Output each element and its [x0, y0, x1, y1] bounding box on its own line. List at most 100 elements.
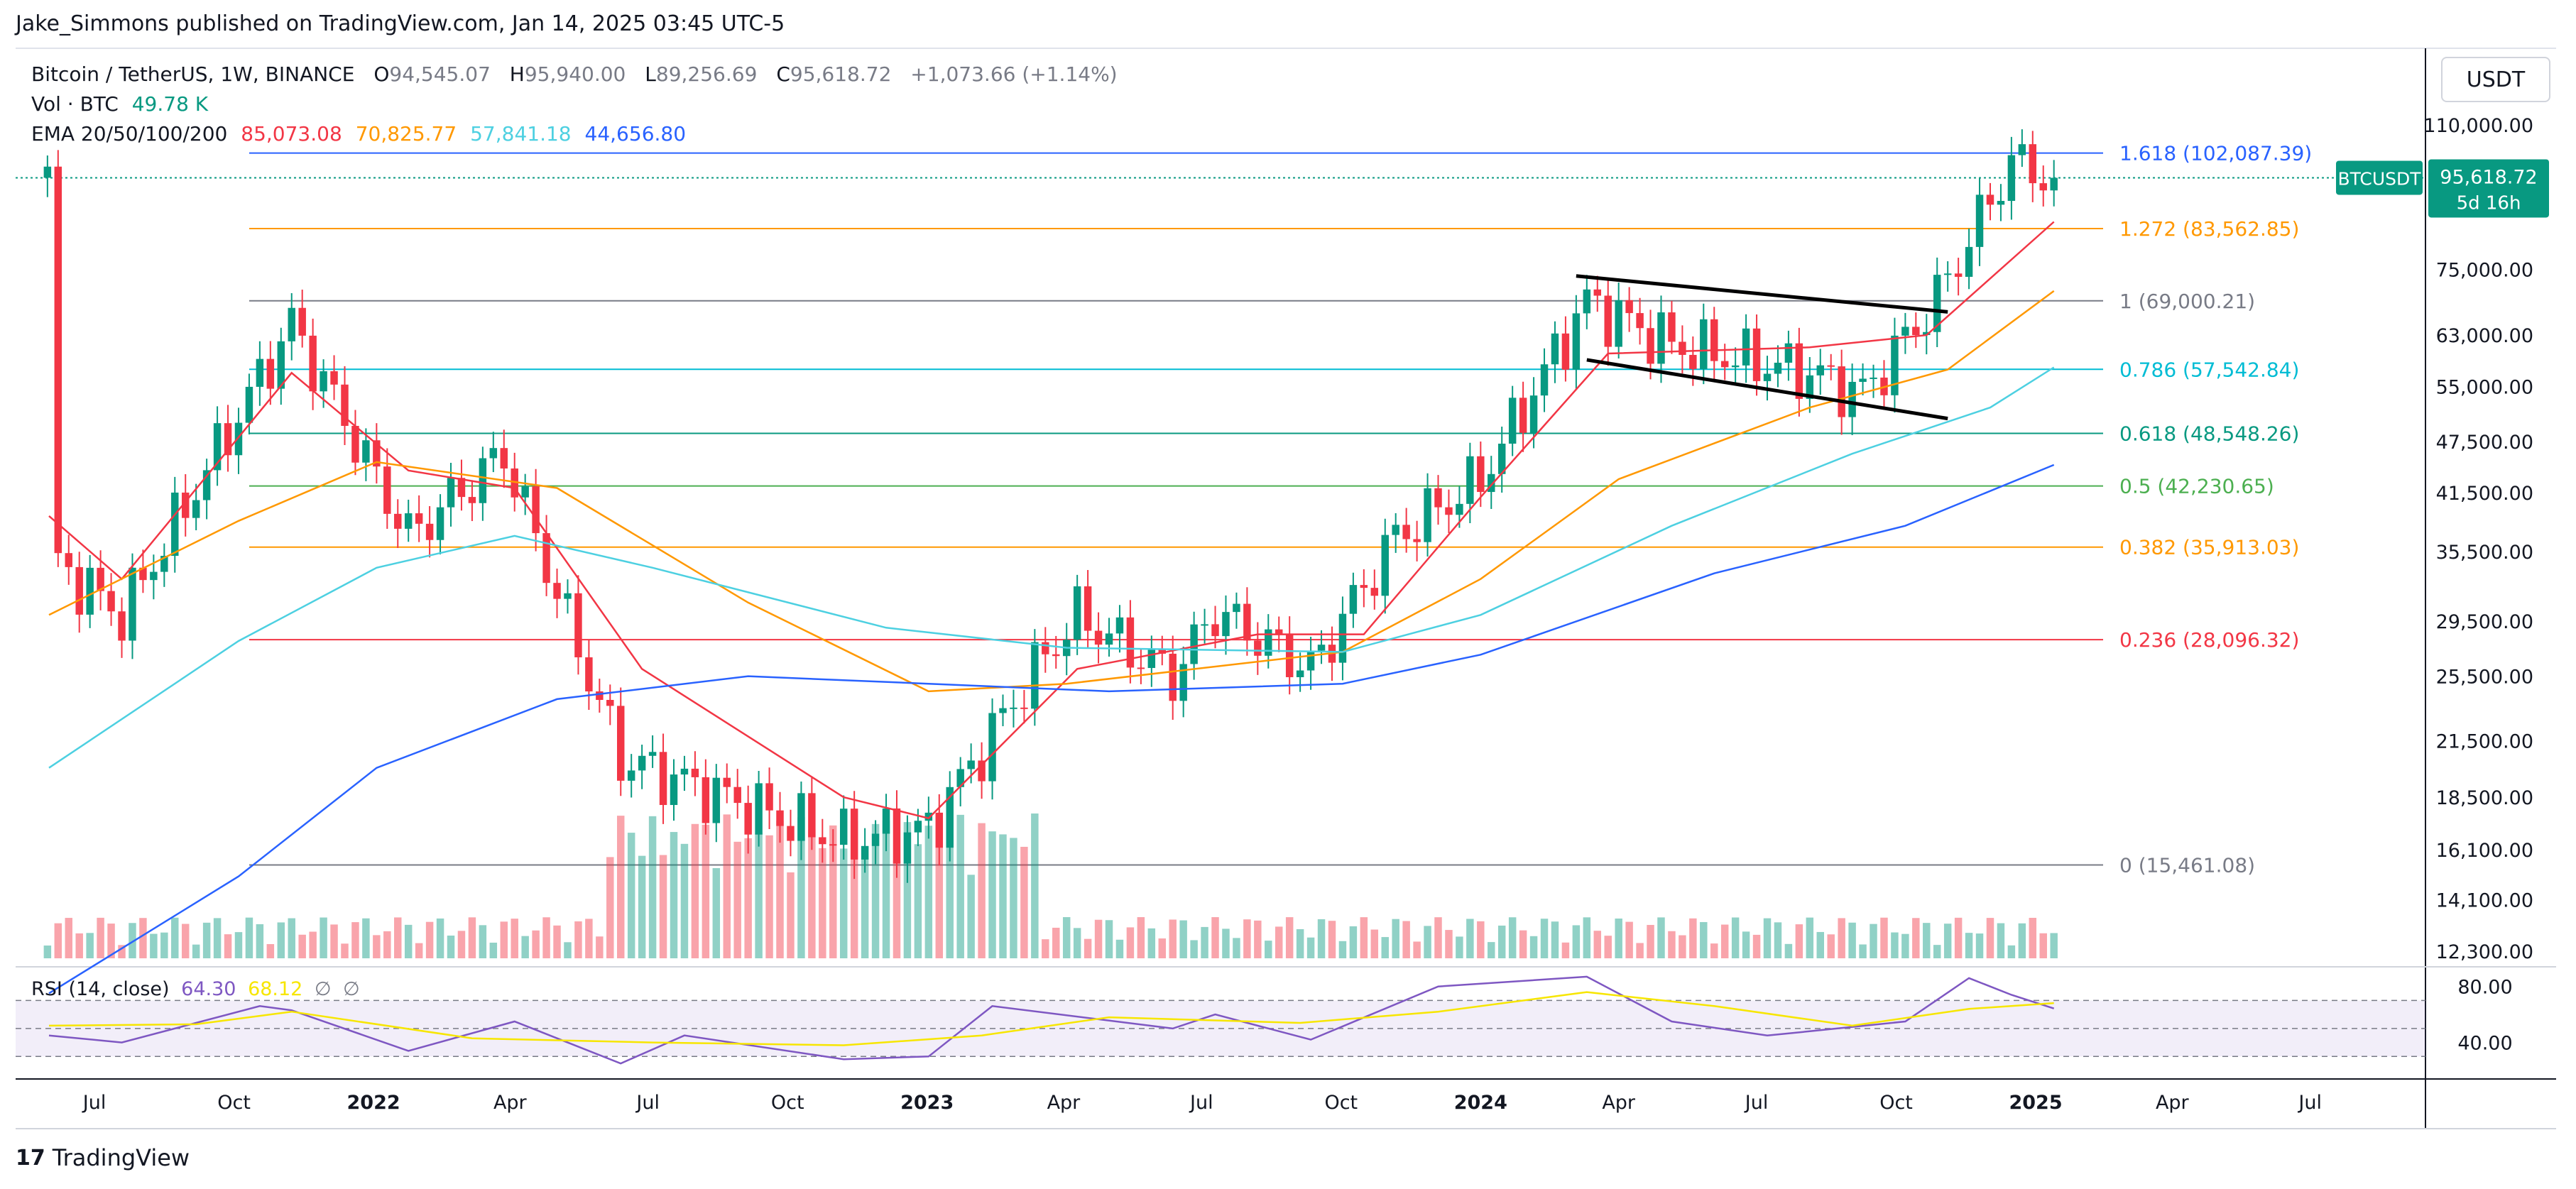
volume-bar: [1424, 926, 1431, 958]
legend-symbol-row: Bitcoin / TetherUS, 1W, BINANCE O94,545.…: [31, 60, 1118, 89]
candle-body: [192, 500, 200, 518]
volume-bar: [1126, 927, 1135, 958]
ema-label[interactable]: EMA 20/50/100/200: [31, 122, 228, 146]
candle-body: [1997, 201, 2005, 205]
symbol-tag-bg: [2336, 160, 2423, 195]
candle-body: [893, 808, 901, 864]
candle-body: [1126, 617, 1135, 668]
candle-body: [1179, 664, 1187, 701]
candle-body: [1497, 444, 1506, 474]
volume-bar: [659, 855, 667, 958]
volume-bar: [1392, 919, 1399, 958]
volume-bar: [1625, 921, 1633, 958]
ema100-value: 57,841.18: [470, 122, 572, 146]
volume-bar: [1604, 936, 1612, 958]
gridlines: [16, 48, 2556, 1129]
candle-body: [946, 787, 954, 848]
x-tick-label: Jul: [82, 1092, 107, 1114]
candle-body: [1265, 629, 1272, 656]
candle-body: [415, 513, 423, 524]
volume-bar: [776, 821, 784, 958]
volume-bar: [373, 935, 381, 958]
candle-body: [1010, 707, 1017, 709]
x-tick-label: 2025: [2009, 1092, 2062, 1114]
candle-body: [1360, 585, 1368, 588]
candle-body: [808, 793, 816, 838]
rsi-label[interactable]: RSI (14, close): [31, 978, 170, 1000]
candle-body: [1296, 670, 1304, 677]
candle-body: [574, 593, 582, 658]
volume-bar: [532, 930, 540, 958]
candle-body: [861, 845, 869, 860]
volume-bar: [309, 931, 317, 958]
volume-bar: [564, 942, 572, 958]
brand-name: TradingView: [52, 1144, 190, 1171]
symbol-label[interactable]: Bitcoin / TetherUS, 1W, BINANCE: [31, 62, 355, 86]
candle-body: [256, 358, 264, 387]
volume-bar: [277, 922, 285, 958]
volume-bar: [425, 921, 434, 958]
candle-body: [850, 809, 858, 860]
volume-bar: [702, 824, 710, 958]
candle-body: [1593, 289, 1602, 296]
candle-body: [1147, 650, 1156, 669]
rsi-ma-value: 68.12: [248, 978, 303, 1000]
candle-body: [97, 567, 104, 591]
rsi-empty-2: ∅: [343, 978, 360, 1000]
candle-body: [320, 371, 327, 392]
volume-bar: [330, 924, 338, 958]
candle-body: [1647, 328, 1654, 364]
candle-body: [447, 478, 455, 508]
volume-bar: [213, 918, 222, 958]
volume-bar: [54, 923, 62, 958]
currency-button[interactable]: USDT: [2441, 57, 2550, 102]
candle-body: [1169, 653, 1177, 701]
volume-bar: [457, 931, 466, 958]
candle-body: [956, 769, 964, 787]
rsi-line: [48, 975, 2055, 1065]
candle-body: [43, 166, 52, 178]
candle-body: [1508, 398, 1517, 444]
volume-bar: [723, 814, 731, 958]
volume-bar: [946, 834, 954, 958]
volume-bar: [362, 918, 370, 958]
candle-body: [1306, 650, 1315, 671]
ohlc-change: +1,073.66 (+1.14%): [910, 62, 1118, 86]
volume-bar: [1647, 924, 1654, 958]
candle-body: [882, 808, 890, 834]
volume-bar: [903, 822, 912, 958]
candle-body: [1381, 535, 1389, 596]
tradingview-brand[interactable]: 𝟭𝟳 TradingView: [16, 1144, 190, 1171]
candle-body: [903, 832, 912, 864]
candle-body: [1689, 354, 1697, 369]
volume-bar: [107, 924, 115, 958]
x-tick-label: Apr: [1047, 1092, 1081, 1114]
candle-body: [479, 458, 487, 503]
volume-bar: [712, 867, 721, 958]
volume-bar: [1593, 931, 1602, 958]
volume-bar: [1657, 917, 1665, 958]
volume-bar: [1349, 926, 1358, 958]
volume-bar: [1402, 921, 1410, 958]
volume-bar: [1901, 933, 1909, 958]
candle-body: [585, 657, 593, 692]
candle-body: [298, 307, 306, 336]
candle-body: [776, 810, 784, 826]
candle-body: [1700, 319, 1708, 369]
rsi-value: 64.30: [181, 978, 236, 1000]
candle-body: [723, 777, 731, 787]
ema50-line: [48, 290, 2055, 693]
candle-body: [404, 513, 413, 529]
candle-body: [2029, 144, 2037, 184]
y-tick-label: 21,500.00: [2436, 730, 2533, 752]
candle-body: [373, 440, 381, 467]
volume-bar: [1169, 919, 1177, 958]
candle-body: [457, 478, 466, 498]
candle-body: [1986, 194, 1994, 205]
volume-label[interactable]: Vol · BTC: [31, 92, 119, 116]
x-tick-label: Oct: [217, 1092, 251, 1114]
volume-bar: [542, 917, 550, 958]
candle-body: [765, 783, 773, 811]
